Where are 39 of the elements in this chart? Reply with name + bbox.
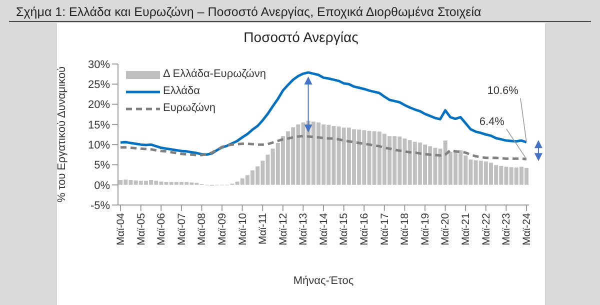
x-tick-label: Μαϊ-17: [378, 212, 391, 246]
x-tick-label: Μαϊ-23: [500, 212, 513, 246]
x-tick-label: Μαϊ-10: [236, 212, 249, 246]
line-series: [119, 134, 528, 160]
annotation: 10.6%: [487, 85, 519, 98]
x-tick-label: Μαϊ-12: [277, 212, 290, 246]
x-tick-label: Μαϊ-11: [257, 212, 270, 245]
y-tick-label: 0%: [94, 180, 110, 192]
y-tick-label: 15%: [88, 119, 110, 132]
chart-title: Ποσοστό Ανεργίας: [242, 29, 360, 45]
x-axis-title: Μήνας-Έτος: [293, 275, 354, 287]
annotation: 6.4%: [479, 116, 505, 128]
y-axis-title: % του Εργατικού Δυναμικού: [56, 66, 68, 202]
legend-label: Ευρωζώνη: [163, 101, 216, 116]
x-tick-label: Μαϊ-21: [460, 212, 472, 246]
x-tick-label: Μαϊ-13: [298, 212, 310, 246]
y-tick-label: 20%: [88, 99, 110, 112]
x-tick-label: Μαϊ-14: [318, 212, 330, 246]
x-tick-label: Μαϊ-06: [156, 212, 168, 246]
y-tick-label: 30%: [88, 58, 110, 71]
x-tick-label: Μαϊ-15: [338, 212, 350, 246]
x-tick-label: Μαϊ-22: [480, 212, 492, 246]
y-tick-label: -5%: [90, 200, 110, 212]
legend-label: Ελλάδα: [163, 84, 200, 99]
x-tick-label: Μαϊ-07: [176, 212, 188, 246]
x-tick-label: Μαϊ-05: [135, 212, 148, 246]
x-tick-label: Μαϊ-08: [196, 212, 208, 246]
y-tick-label: 10%: [88, 139, 110, 152]
legend-label: Δ Ελλάδα-Ευρωζώνη: [163, 67, 266, 82]
x-tick-label: Μαϊ-18: [399, 212, 412, 246]
chart-subtitle: Σχήμα 1: Ελλάδα και Ευρωζώνη – Ποσοστό Ανεργίας, Εποχικά Διορθωμένα Στοιχεία: [16, 5, 482, 19]
x-tick-label: Μαϊ-24: [520, 212, 533, 246]
x-tick-label: Μαϊ-16: [358, 212, 371, 246]
y-tick-label: 5%: [94, 160, 110, 172]
x-tick-label: Μαϊ-19: [419, 212, 432, 246]
x-tick-label: Μαϊ-09: [216, 212, 228, 246]
x-tick-label: Μαϊ-04: [114, 212, 127, 246]
y-tick-label: 25%: [88, 79, 110, 92]
x-tick-label: Μαϊ-20: [440, 212, 452, 246]
